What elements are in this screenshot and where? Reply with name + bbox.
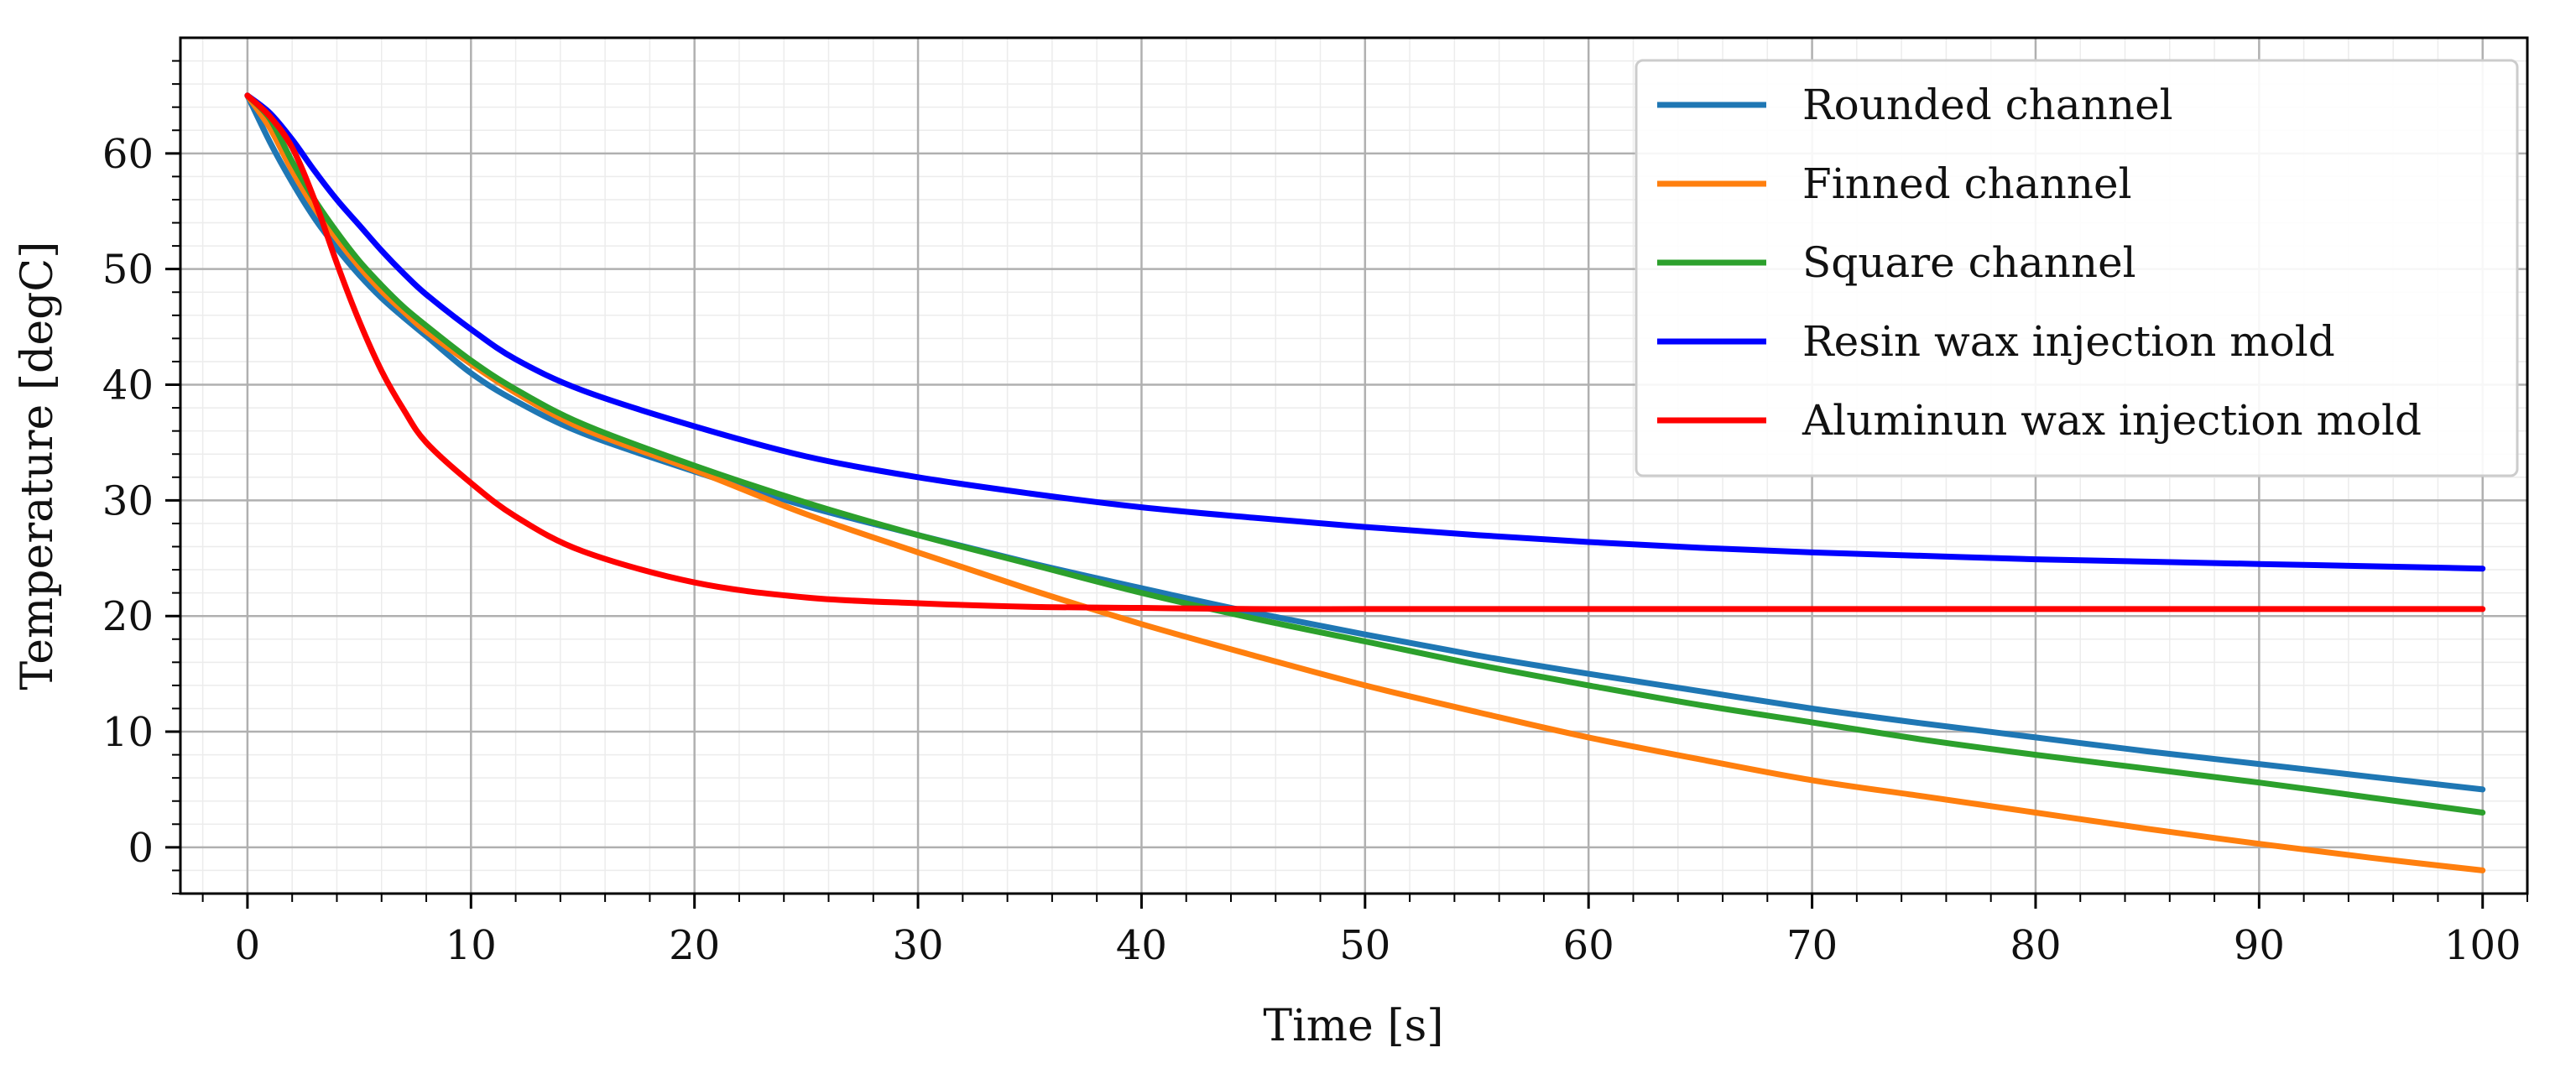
y-tick-label: 0 [128, 825, 154, 872]
x-tick-label: 60 [1563, 922, 1614, 969]
y-tick-label: 30 [102, 477, 154, 524]
legend-label-rounded-channel: Rounded channel [1802, 81, 2173, 129]
y-tick-label: 10 [102, 709, 154, 756]
x-tick-label: 20 [669, 922, 720, 969]
y-tick-label: 40 [102, 362, 154, 409]
legend-label-square-channel: Square channel [1802, 238, 2136, 287]
x-tick-label: 100 [2444, 922, 2521, 969]
legend-label-resin-wax-injection-mold: Resin wax injection mold [1802, 317, 2335, 366]
y-tick-label: 20 [102, 593, 154, 640]
series-line-aluminun-wax-injection-mold [244, 92, 2486, 612]
y-tick-label: 50 [102, 247, 154, 294]
x-tick-label: 70 [1786, 922, 1838, 969]
x-axis-label: Time [s] [1263, 1001, 1443, 1051]
axis-tick-labels: 0 10 20 30 40 50 60 70 80 90 100 0 10 20 30 40 50 60 [102, 131, 2521, 969]
x-tick-label: 30 [893, 922, 944, 969]
x-tick-label: 40 [1116, 922, 1167, 969]
x-tick-label: 50 [1339, 922, 1390, 969]
legend-label-finned-channel: Finned channel [1802, 159, 2132, 208]
legend-box [1635, 59, 2519, 477]
series-lines [244, 92, 2486, 873]
x-tick-label: 0 [235, 922, 261, 969]
y-axis-label: Temperature [degC] [13, 242, 63, 691]
legend-label-aluminun-wax-injection-mold: Aluminun wax injection mold [1802, 396, 2422, 445]
series-line-resin-wax-injection-mold [244, 92, 2486, 572]
legend: Rounded channel Finned channel Square ch… [1635, 59, 2519, 477]
x-tick-label: 80 [2010, 922, 2061, 969]
x-tick-label: 10 [446, 922, 497, 969]
series-line-square-channel [244, 92, 2486, 816]
y-tick-label: 60 [102, 131, 154, 178]
plot-frame [179, 36, 2529, 895]
x-tick-label: 90 [2234, 922, 2285, 969]
axis-ticks [165, 60, 2528, 909]
